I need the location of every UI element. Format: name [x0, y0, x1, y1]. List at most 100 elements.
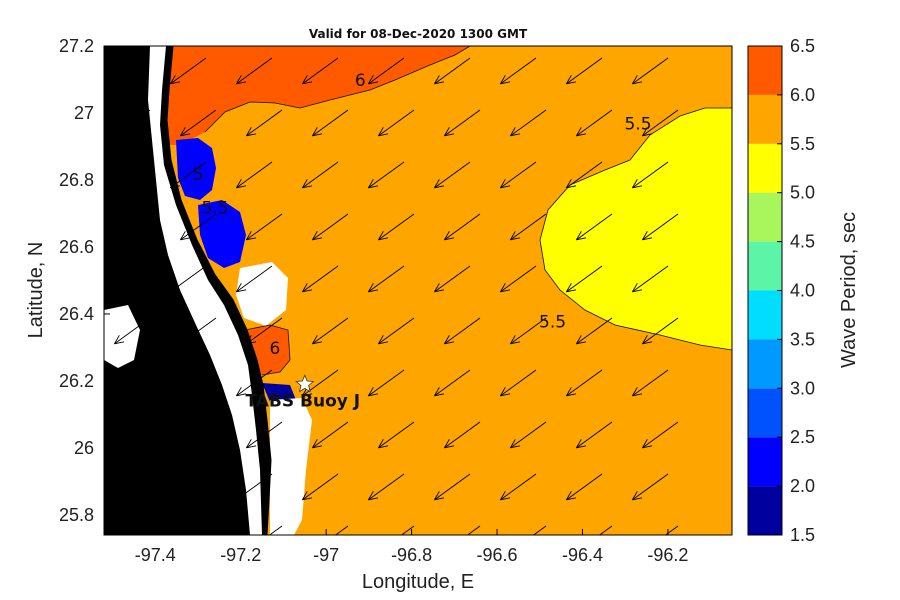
y-tick-label: 27.2: [59, 36, 94, 56]
wave-arrow: [532, 525, 547, 535]
wave-arrow: [236, 473, 273, 501]
wave-arrow: [368, 161, 405, 189]
nodata-patch: [236, 262, 288, 326]
wave-arrow: [500, 265, 537, 293]
y-tick-label: 26.6: [59, 237, 94, 257]
wave-arrow: [114, 213, 151, 241]
wave-arrow: [598, 525, 613, 535]
wave-arrow: [576, 317, 613, 345]
wave-arrow: [566, 473, 603, 501]
map-area: 6 5.5 5.5 6 5 5.5 TABS Buoy J: [104, 46, 732, 535]
y-tick-label: 26: [74, 438, 94, 458]
colorbar-tick-label: 2.5: [790, 427, 815, 447]
wave-arrow: [576, 421, 613, 449]
wave-arrow: [500, 57, 537, 85]
nodata-patch: [270, 398, 312, 535]
x-axis: -97.4 -97.2 -97 -96.8 -96.6 -96.4 -96.2: [135, 529, 688, 565]
wave-arrow: [246, 213, 283, 241]
wave-arrow: [246, 421, 283, 449]
colorbar-tick-label: 3.0: [790, 378, 815, 398]
period-band-1.5-3.0-patch: [262, 383, 296, 402]
wave-arrow: [368, 57, 405, 85]
wave-arrow: [434, 473, 471, 501]
wave-arrow: [246, 317, 283, 345]
wave-arrow: [566, 57, 603, 85]
colorbar-swatch: [748, 388, 782, 438]
buoy-station: TABS Buoy J: [245, 374, 360, 411]
wave-arrow: [170, 473, 207, 501]
y-tick-label: 26.4: [59, 304, 94, 324]
wave-arrow: [434, 161, 471, 189]
wave-arrow: [236, 161, 273, 189]
wave-arrow: [202, 525, 217, 535]
wave-arrow: [302, 161, 339, 189]
x-tick-label: -97.2: [220, 545, 261, 565]
contour-6-south: [244, 324, 291, 376]
x-tick-label: -96.4: [562, 545, 603, 565]
colorbar-swatch: [748, 437, 782, 487]
wave-arrow: [642, 317, 679, 345]
y-tick-label: 25.8: [59, 505, 94, 525]
wave-arrow: [180, 213, 217, 241]
contour-label: 5.5: [202, 198, 229, 218]
wave-arrow: [180, 317, 217, 345]
wave-arrow: [444, 421, 481, 449]
wave-arrow: [312, 317, 349, 345]
wave-arrow: [444, 213, 481, 241]
wave-arrow: [368, 473, 405, 501]
contour-lines: [204, 46, 732, 376]
wave-arrow: [500, 161, 537, 189]
x-tick-label: -96.2: [647, 545, 688, 565]
colorbar-tick-label: 1.5: [790, 525, 815, 545]
laguna-madre-nodata: [148, 46, 262, 535]
colorbar-swatch: [748, 192, 782, 242]
y-tick-label: 26.2: [59, 371, 94, 391]
wave-arrow: [642, 213, 679, 241]
wave-arrow: [632, 473, 669, 501]
x-tick-label: -97.4: [135, 545, 176, 565]
colorbar-swatch: [748, 46, 782, 95]
wave-arrow: [642, 109, 679, 137]
colorbar: 1.5 2.0 2.5 3.0 3.5 4.0 4.5 5.0 5.5 6.0 6.5: [747, 36, 815, 545]
colorbar-swatch: [748, 290, 782, 340]
wave-arrow: [444, 109, 481, 137]
wave-arrow: [378, 421, 415, 449]
buoy-label: TABS Buoy J: [245, 391, 360, 411]
wave-arrow: [268, 525, 283, 535]
contour-labels: 6 5.5 5.5 6 5 5.5: [193, 71, 652, 359]
contour-5.5-east: [539, 107, 732, 351]
coastline: [164, 46, 272, 535]
wave-arrow: [302, 57, 339, 85]
y-tick-label: 26.8: [59, 170, 94, 190]
colorbar-label: Wave Period, sec: [838, 212, 860, 368]
wave-arrow: [510, 317, 547, 345]
colorbar-swatch: [748, 339, 782, 389]
wave-arrow: [444, 317, 481, 345]
wave-arrow: [400, 525, 415, 535]
wave-arrow: [434, 265, 471, 293]
contour-label: 5: [193, 165, 204, 185]
wave-arrow: [378, 213, 415, 241]
wave-arrow: [312, 213, 349, 241]
wave-arrow: [302, 473, 339, 501]
contour-label: 6: [269, 339, 280, 359]
contour-label: 5.5: [539, 312, 566, 332]
wave-arrow: [368, 265, 405, 293]
wave-arrow: [170, 57, 207, 85]
wave-arrow: [576, 213, 613, 241]
wave-arrow: [104, 369, 141, 397]
wave-arrow: [576, 109, 613, 137]
wave-arrow: [334, 525, 349, 535]
y-axis-label: Latitude, N: [25, 242, 47, 339]
wave-arrow: [104, 265, 141, 293]
wave-arrow: [114, 317, 151, 345]
wave-arrow: [566, 265, 603, 293]
contour-6: [204, 46, 471, 133]
wave-arrow: [114, 109, 151, 137]
wave-arrow: [104, 161, 141, 189]
wave-arrow: [566, 369, 603, 397]
wave-arrow: [500, 369, 537, 397]
wave-arrow: [302, 265, 339, 293]
plot-title: Valid for 08-Dec-2020 1300 GMT: [309, 27, 528, 41]
wave-arrow: [104, 473, 141, 501]
